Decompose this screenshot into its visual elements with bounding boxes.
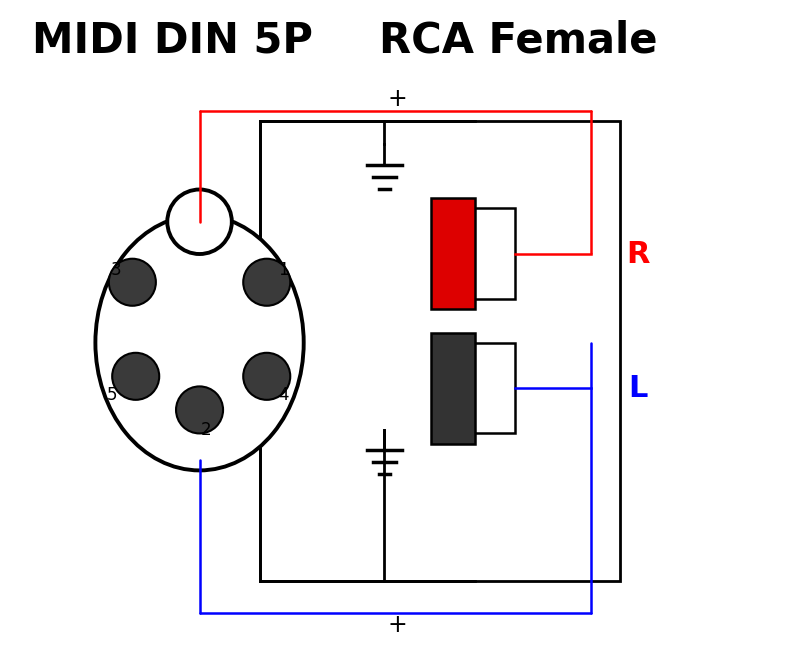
Circle shape	[112, 353, 159, 400]
Text: R: R	[626, 239, 650, 269]
Bar	[431, 333, 475, 444]
Text: RCA Female: RCA Female	[379, 19, 658, 61]
Circle shape	[243, 353, 290, 400]
Circle shape	[176, 386, 223, 433]
Text: 3: 3	[110, 261, 121, 279]
Text: +: +	[388, 87, 408, 111]
Text: 1: 1	[278, 261, 289, 279]
Bar	[260, 121, 619, 581]
Bar	[472, 343, 515, 433]
Text: 4: 4	[278, 386, 289, 404]
Ellipse shape	[95, 215, 304, 470]
Text: +: +	[388, 613, 408, 637]
Text: 2: 2	[201, 421, 211, 439]
Text: 5: 5	[107, 386, 118, 404]
Circle shape	[167, 190, 232, 254]
Bar	[472, 208, 515, 299]
Text: L: L	[629, 374, 648, 403]
Circle shape	[243, 259, 290, 306]
Circle shape	[109, 259, 156, 306]
Text: MIDI DIN 5P: MIDI DIN 5P	[32, 19, 313, 61]
Bar	[431, 198, 475, 309]
